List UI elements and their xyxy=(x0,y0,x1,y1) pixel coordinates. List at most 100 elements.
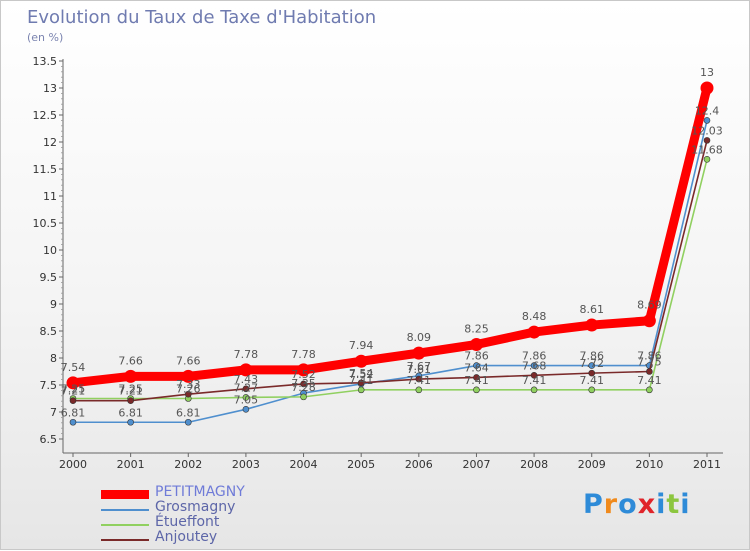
y-tick-label: 8.5 xyxy=(40,325,58,338)
y-tick-label: 10 xyxy=(43,244,57,257)
data-label: 7.41 xyxy=(464,374,489,387)
data-point xyxy=(297,363,311,377)
data-label: 8.09 xyxy=(407,331,432,344)
legend-label: Anjoutey xyxy=(155,529,218,545)
data-label: 7.41 xyxy=(349,374,374,387)
series-line-étueffont xyxy=(72,158,708,400)
x-tick-label: 2005 xyxy=(347,458,375,471)
data-label: 7.33 xyxy=(176,378,201,391)
y-tick-label: 7.5 xyxy=(40,379,58,392)
data-point xyxy=(415,375,423,383)
data-label: 7.75 xyxy=(637,356,662,369)
data-point xyxy=(69,418,77,426)
data-point xyxy=(530,386,538,394)
data-label: 7.35 xyxy=(291,377,316,390)
series-line-grosmagny xyxy=(72,119,708,424)
data-label: 7.86 xyxy=(579,350,604,363)
data-label: 7.43 xyxy=(234,373,259,386)
data-label: 7.78 xyxy=(234,348,259,361)
data-label: 7.21 xyxy=(61,385,86,398)
data-point xyxy=(412,346,426,360)
x-tick-label: 2006 xyxy=(405,458,433,471)
data-point xyxy=(527,325,541,339)
data-label: 7.25 xyxy=(61,383,86,396)
logo-letter: i xyxy=(656,489,667,520)
data-label: 7.64 xyxy=(464,361,489,374)
y-tick-label: 6.5 xyxy=(40,433,58,446)
y-tick-label: 9 xyxy=(50,298,57,311)
legend-swatch xyxy=(101,524,149,526)
data-label: 7.41 xyxy=(637,374,662,387)
data-label: 7.86 xyxy=(522,350,547,363)
x-tick-label: 2002 xyxy=(174,458,202,471)
legend-label: PETITMAGNY xyxy=(155,484,245,500)
data-point xyxy=(588,386,596,394)
data-label: 7.41 xyxy=(579,374,604,387)
y-tick-label: 13 xyxy=(43,82,57,95)
data-label: 7.54 xyxy=(61,361,86,374)
data-label: 7.86 xyxy=(464,350,489,363)
y-tick-label: 12.5 xyxy=(33,109,58,122)
series-line-anjoutey xyxy=(72,139,708,402)
y-tick-label: 10.5 xyxy=(33,217,58,230)
x-tick-label: 2001 xyxy=(117,458,145,471)
data-point xyxy=(184,390,192,398)
data-label: 7.26 xyxy=(176,383,201,396)
data-point xyxy=(242,385,250,393)
data-point xyxy=(242,405,250,413)
data-point xyxy=(300,380,307,388)
data-label: 7.21 xyxy=(118,385,143,398)
x-tick-label: 2000 xyxy=(59,458,87,471)
data-label: 7.78 xyxy=(291,348,316,361)
y-tick-label: 13.5 xyxy=(33,55,58,68)
x-tick-label: 2003 xyxy=(232,458,260,471)
legend-swatch xyxy=(101,490,149,499)
data-label: 8.69 xyxy=(637,299,662,312)
data-label: 6.81 xyxy=(176,406,201,419)
data-label: 7.61 xyxy=(407,363,432,376)
data-label: 7.52 xyxy=(349,368,374,381)
logo-letter: i xyxy=(680,489,691,520)
data-label: 7.67 xyxy=(407,360,432,373)
data-label: 7.27 xyxy=(234,381,259,394)
data-point xyxy=(124,369,138,383)
data-label: 7.25 xyxy=(118,383,143,396)
data-point xyxy=(530,371,538,379)
data-point xyxy=(300,393,307,401)
data-point xyxy=(588,369,596,377)
x-tick-label: 2010 xyxy=(635,458,663,471)
data-label: 7.72 xyxy=(579,357,604,370)
x-tick-label: 2008 xyxy=(520,458,548,471)
logo-letter: o xyxy=(618,489,638,520)
data-label: 7.94 xyxy=(349,339,374,352)
data-label: 13 xyxy=(700,66,714,79)
logo-letter: P xyxy=(583,489,604,520)
data-point xyxy=(357,386,365,394)
data-label: 7.05 xyxy=(234,393,259,406)
data-point xyxy=(703,117,711,124)
data-point xyxy=(239,363,253,377)
y-tick-label: 7 xyxy=(50,406,57,419)
series-line-petitmagny xyxy=(68,83,712,388)
legend-swatch xyxy=(101,539,149,541)
data-point xyxy=(184,418,192,426)
data-label: 11.68 xyxy=(691,143,723,156)
data-label: 7.66 xyxy=(118,354,143,367)
data-point xyxy=(354,354,368,368)
data-label: 7.28 xyxy=(291,381,316,394)
data-point xyxy=(127,397,134,404)
data-label: 7.66 xyxy=(176,354,201,367)
chart-subtitle: (en %) xyxy=(27,31,64,44)
data-label: 7.54 xyxy=(349,367,374,380)
data-label: 6.81 xyxy=(61,406,86,419)
data-point xyxy=(181,369,195,383)
data-point xyxy=(357,379,365,387)
data-point xyxy=(473,374,480,381)
legend-label: Grosmagny xyxy=(155,499,236,515)
data-point xyxy=(473,386,480,394)
x-tick-label: 2004 xyxy=(290,458,318,471)
y-tick-label: 11.5 xyxy=(33,163,58,176)
data-label: 8.61 xyxy=(579,303,604,316)
